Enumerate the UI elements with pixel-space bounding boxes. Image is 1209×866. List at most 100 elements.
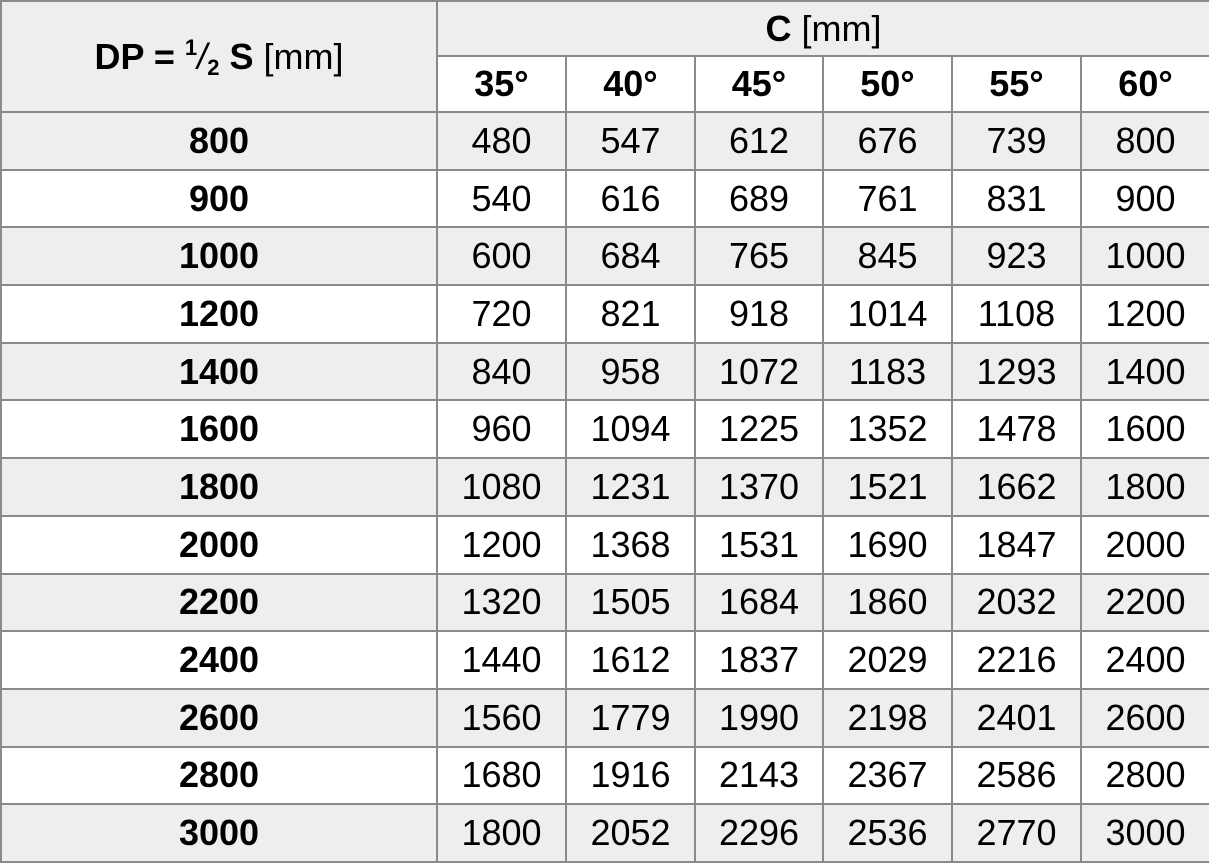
dp-cell: 1600	[0, 399, 438, 460]
c-value-cell: 1370	[694, 457, 824, 517]
table-row: 2400 1440 1612 1837 2029 2216 2400	[0, 630, 1209, 690]
table-row: 900 540 616 689 761 831 900	[0, 168, 1209, 229]
c-value-cell: 845	[822, 226, 953, 287]
table-row: 1400 840 958 1072 1183 1293 1400	[0, 341, 1209, 402]
table-row: 800 480 547 612 676 739 800	[0, 111, 1209, 171]
dp-cell: 800	[0, 111, 438, 171]
angle-header: 50°	[822, 55, 953, 113]
c-value-cell: 2000	[1079, 514, 1209, 575]
c-value-cell: 1779	[565, 687, 696, 748]
c-value-cell: 612	[694, 111, 824, 171]
c-value-cell: 1080	[436, 457, 567, 517]
table-row: 2200 1320 1505 1684 1860 2032 2200	[0, 572, 1209, 633]
angle-header: 60°	[1079, 55, 1209, 113]
dp-cell: 1200	[0, 284, 438, 344]
c-value-cell: 616	[565, 168, 696, 229]
table-body: 800 480 547 612 676 739 800 900 540 616 689 761 831 9…	[0, 111, 1209, 863]
table-row: 1600 960 1094 1225 1352 1478 1600	[0, 399, 1209, 460]
c-value-cell: 831	[951, 168, 1082, 229]
c-value-cell: 1680	[436, 745, 567, 806]
c-value-cell: 540	[436, 168, 567, 229]
c-value-cell: 480	[436, 111, 567, 171]
c-value-cell: 2401	[951, 687, 1082, 748]
c-value-cell: 1521	[822, 457, 953, 517]
c-value-cell: 1990	[694, 687, 824, 748]
c-value-cell: 1072	[694, 341, 824, 402]
dp-cell: 1400	[0, 341, 438, 402]
c-value-cell: 1478	[951, 399, 1082, 460]
c-value-cell: 2296	[694, 803, 824, 863]
c-value-cell: 1400	[1079, 341, 1209, 402]
c-value-cell: 1560	[436, 687, 567, 748]
dp-cell: 2000	[0, 514, 438, 575]
c-value-cell: 1600	[1079, 399, 1209, 460]
dp-cell: 1000	[0, 226, 438, 287]
c-value-cell: 761	[822, 168, 953, 229]
c-value-cell: 720	[436, 284, 567, 344]
c-value-cell: 1800	[436, 803, 567, 863]
c-value-cell: 1800	[1079, 457, 1209, 517]
c-value-cell: 1531	[694, 514, 824, 575]
fraction-numerator: 1	[184, 34, 198, 60]
c-value-cell: 2029	[822, 630, 953, 690]
angle-header: 35°	[436, 55, 567, 113]
fraction-slash: /	[197, 35, 208, 77]
c-column-group-header: C [mm]	[435, 0, 1209, 57]
table-row: 1200 720 821 918 1014 1108 1200	[0, 284, 1209, 344]
c-value-cell: 2032	[951, 572, 1082, 633]
c-value-cell: 1293	[951, 341, 1082, 402]
table-row: 3000 1800 2052 2296 2536 2770 3000	[0, 803, 1209, 863]
c-value-cell: 960	[436, 399, 567, 460]
fraction-denominator: 2	[207, 54, 220, 80]
c-value-cell: 2367	[822, 745, 953, 806]
dp-label: DP =	[94, 35, 175, 77]
c-value-cell: 840	[436, 341, 567, 402]
c-unit: [mm]	[801, 7, 882, 49]
c-value-cell: 958	[565, 341, 696, 402]
c-value-cell: 918	[694, 284, 824, 344]
c-value-cell: 1183	[822, 341, 953, 402]
table-row: 1800 1080 1231 1370 1521 1662 1800	[0, 457, 1209, 517]
dp-cell: 3000	[0, 803, 438, 863]
c-value-cell: 689	[694, 168, 824, 229]
c-value-cell: 1690	[822, 514, 953, 575]
c-value-cell: 1505	[565, 572, 696, 633]
dp-cell: 2600	[0, 687, 438, 748]
c-variable: C	[765, 7, 792, 49]
c-value-cell: 676	[822, 111, 953, 171]
c-value-cell: 923	[951, 226, 1082, 287]
angle-header: 40°	[565, 55, 696, 113]
c-value-cell: 765	[694, 226, 824, 287]
c-value-cell: 800	[1079, 111, 1209, 171]
table-row: 1000 600 684 765 845 923 1000	[0, 226, 1209, 287]
c-value-cell: 2600	[1079, 687, 1209, 748]
dp-unit: [mm]	[263, 35, 344, 77]
dp-cell: 900	[0, 168, 438, 229]
c-value-cell: 2052	[565, 803, 696, 863]
c-value-cell: 1000	[1079, 226, 1209, 287]
angle-header: 45°	[694, 55, 824, 113]
c-value-cell: 1440	[436, 630, 567, 690]
c-value-cell: 1612	[565, 630, 696, 690]
dp-cell: 2800	[0, 745, 438, 806]
dp-cell: 1800	[0, 457, 438, 517]
angle-header: 55°	[951, 55, 1082, 113]
c-value-cell: 1847	[951, 514, 1082, 575]
c-value-cell: 1231	[565, 457, 696, 517]
c-value-cell: 3000	[1079, 803, 1209, 863]
table-row: 2800 1680 1916 2143 2367 2586 2800	[0, 745, 1209, 806]
c-value-cell: 1108	[951, 284, 1082, 344]
c-value-cell: 1684	[694, 572, 824, 633]
c-value-cell: 1837	[694, 630, 824, 690]
c-value-cell: 2536	[822, 803, 953, 863]
table-row: 2600 1560 1779 1990 2198 2401 2600	[0, 687, 1209, 748]
c-value-cell: 1225	[694, 399, 824, 460]
c-value-cell: 2770	[951, 803, 1082, 863]
angle-header-row: 35° 40° 45° 50° 55° 60°	[1, 55, 1209, 113]
c-value-cell: 821	[565, 284, 696, 344]
c-value-cell: 2800	[1079, 745, 1209, 806]
c-value-cell: 547	[565, 111, 696, 171]
c-value-cell: 1916	[565, 745, 696, 806]
dp-column-header: DP = 1/2 S [mm]	[0, 0, 438, 113]
s-variable: S	[229, 35, 254, 77]
